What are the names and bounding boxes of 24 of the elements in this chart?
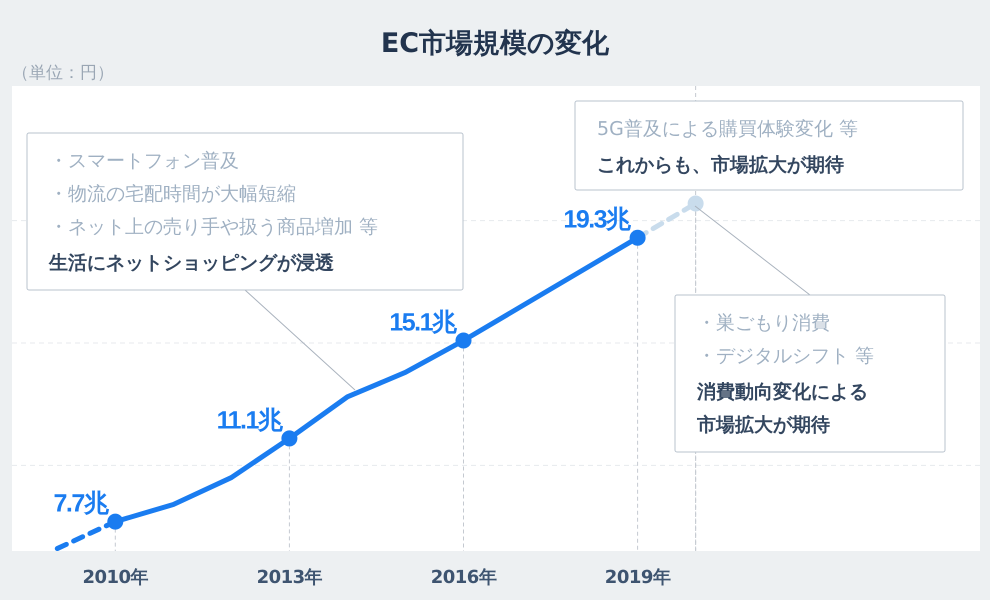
annotation: 5G普及による購買体験変化 等 <box>597 118 858 140</box>
point <box>107 514 124 530</box>
annotation: これからも、市場拡大が期待 <box>597 154 844 176</box>
point <box>688 195 704 212</box>
data-label: 15.1兆 <box>389 308 458 337</box>
annotation: ・物流の宅配時間が大幅短縮 <box>49 183 296 205</box>
x-tick-label: 2013年 <box>256 567 323 588</box>
annotation: ・スマートフォン普及 <box>49 150 239 172</box>
annotation: ・デジタルシフト 等 <box>697 345 874 367</box>
data-label: 11.1兆 <box>216 406 284 434</box>
annotation: ・巣ごもり消費 <box>697 312 830 334</box>
annotation: 消費動向変化による市場拡大が期待 <box>696 381 868 436</box>
annotation: ・ネット上の売り手や扱う商品増加 等 <box>49 216 378 238</box>
point <box>630 230 646 246</box>
text: （単位：円） <box>12 63 114 83</box>
data-label: 7.7兆 <box>54 490 110 518</box>
annotation: 生活にネットショッピングが浸透 <box>48 252 334 274</box>
point <box>281 430 298 446</box>
x-tick-label: 2016年 <box>430 567 497 588</box>
x-tick-label: 2019年 <box>604 567 671 588</box>
x-tick-label: 2010年 <box>82 567 149 588</box>
point <box>456 332 472 349</box>
chart-title: EC市場規模の変化 <box>380 28 610 59</box>
data-label: 19.3兆 <box>563 206 632 234</box>
